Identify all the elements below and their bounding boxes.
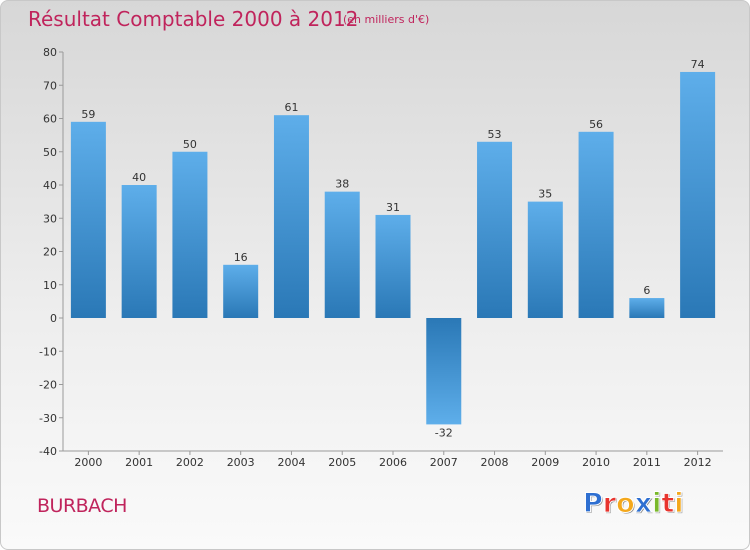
bar-2011 [629, 298, 665, 318]
x-tick-label: 2010 [582, 456, 610, 469]
bar-2001 [121, 185, 157, 318]
logo-letter: i [652, 488, 662, 520]
x-tick-label: 2005 [328, 456, 356, 469]
y-tick-label: 40 [43, 179, 57, 192]
x-tick-label: 2007 [430, 456, 458, 469]
y-tick-label: -40 [39, 445, 57, 458]
logo-letter: P [583, 488, 604, 520]
commune-name: BURBACH [37, 495, 127, 517]
bar-2007 [426, 318, 462, 425]
x-tick-label: 2008 [481, 456, 509, 469]
data-label-2008: 53 [488, 128, 502, 141]
x-tick-label: 2006 [379, 456, 407, 469]
logo-letter: t [661, 488, 675, 520]
data-label-2000: 59 [81, 108, 95, 121]
bar-2008 [477, 141, 513, 318]
x-tick-label: 2009 [531, 456, 559, 469]
y-tick-label: 20 [43, 246, 57, 259]
x-tick-label: 2004 [277, 456, 305, 469]
bar-2012 [680, 71, 716, 318]
y-tick-label: 70 [43, 79, 57, 92]
chart-subtitle: (en milliers d'€) [343, 13, 430, 26]
proxiti-logo: Proxiti [583, 488, 685, 520]
y-tick-label: -20 [39, 379, 57, 392]
logo-letter: r [602, 488, 617, 520]
x-tick-label: 2001 [125, 456, 153, 469]
data-label-2001: 40 [132, 171, 146, 184]
y-tick-label: 60 [43, 113, 57, 126]
data-labels: 59 40 50 16 61 38 31 -32 53 35 56 6 74 [81, 58, 704, 439]
y-tick-label: 50 [43, 146, 57, 159]
logo-letter: o [616, 488, 636, 520]
bar-2006 [375, 214, 411, 318]
x-tick-label: 2002 [176, 456, 204, 469]
x-tick-label: 2011 [633, 456, 661, 469]
y-tick-label: 80 [43, 46, 57, 59]
data-label-2005: 38 [335, 178, 349, 191]
bar-2000 [70, 121, 106, 318]
data-label-2003: 16 [234, 251, 248, 264]
x-tick-label: 2012 [684, 456, 712, 469]
y-tick-label: -10 [39, 345, 57, 358]
data-label-2004: 61 [284, 101, 298, 114]
chart-title: Résultat Comptable 2000 à 2012 [28, 7, 359, 31]
data-label-2011: 6 [643, 284, 650, 297]
data-label-2010: 56 [589, 118, 603, 131]
bars [70, 71, 716, 425]
y-tick-label: -30 [39, 412, 57, 425]
y-tick-label: 10 [43, 279, 57, 292]
data-label-2006: 31 [386, 201, 400, 214]
data-label-2007: -32 [435, 426, 453, 439]
bar-2010 [578, 131, 614, 318]
data-label-2012: 74 [691, 58, 705, 71]
x-tick-label: 2000 [74, 456, 102, 469]
y-tick-label: 30 [43, 212, 57, 225]
bar-2004 [273, 115, 309, 318]
data-label-2002: 50 [183, 138, 197, 151]
data-label-2009: 35 [538, 188, 552, 201]
bar-2002 [172, 151, 208, 318]
logo-letter: i [674, 488, 684, 520]
logo-letter: x [634, 488, 653, 520]
y-tick-label: 0 [50, 312, 57, 325]
x-tick-label: 2003 [227, 456, 255, 469]
bar-2009 [527, 201, 563, 318]
bar-2003 [223, 264, 259, 318]
bar-2005 [324, 191, 360, 318]
